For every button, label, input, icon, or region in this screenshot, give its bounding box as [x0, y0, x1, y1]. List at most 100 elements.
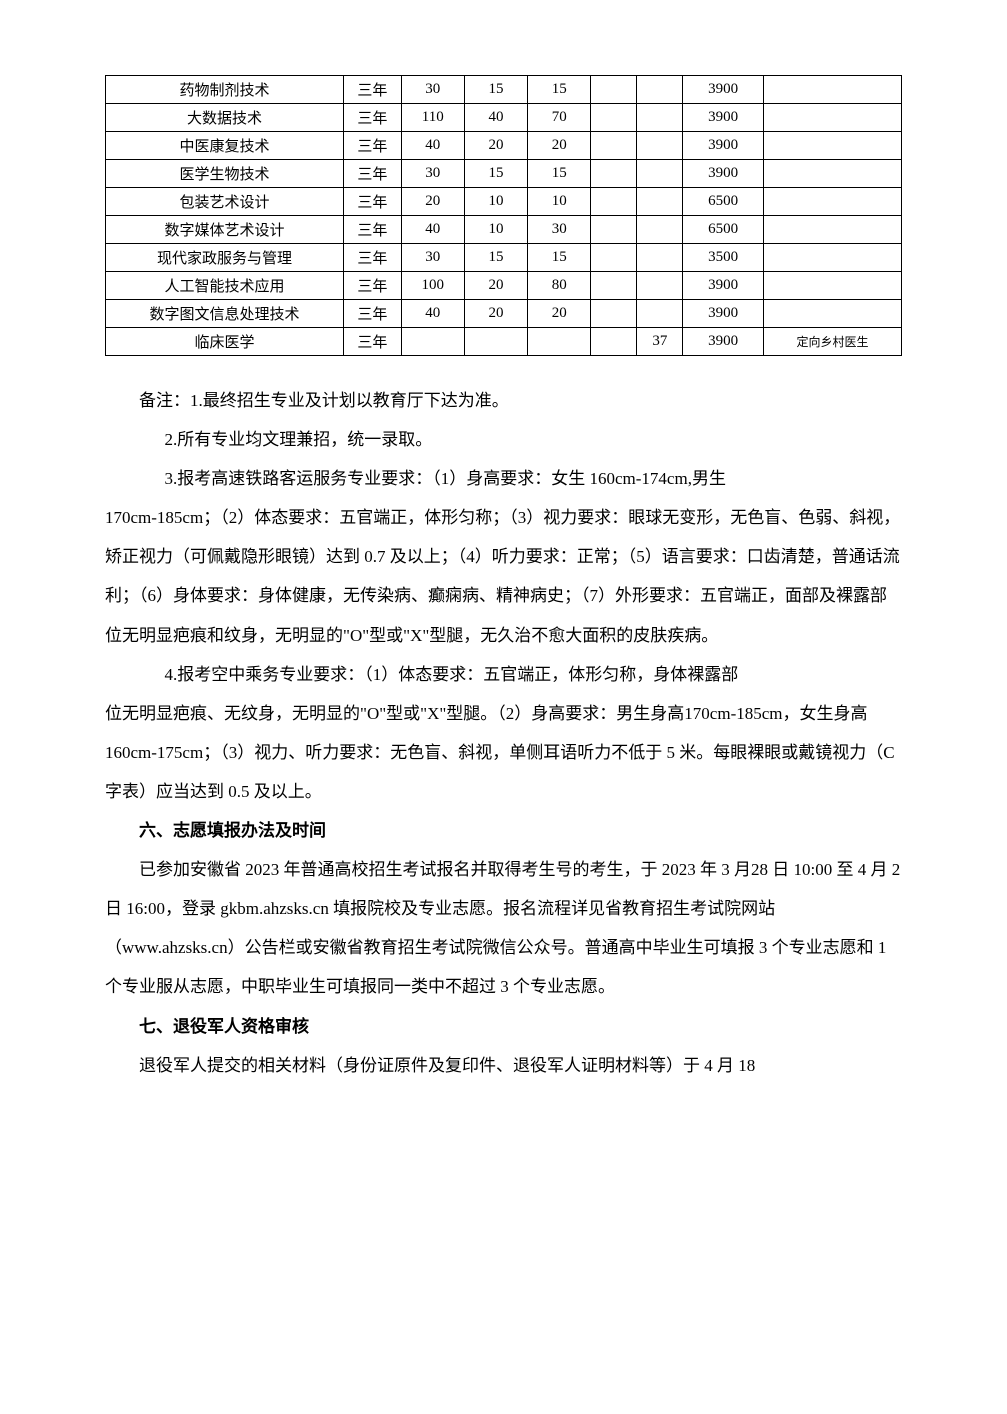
- cell-fee: 3900: [683, 76, 764, 104]
- table-row: 人工智能技术应用三年10020803900: [106, 272, 902, 300]
- cell-n5: [637, 272, 683, 300]
- cell-n3: 80: [528, 272, 591, 300]
- cell-note: [763, 300, 901, 328]
- cell-fee: 6500: [683, 216, 764, 244]
- cell-major: 临床医学: [106, 328, 344, 356]
- cell-n3: 15: [528, 244, 591, 272]
- majors-table-container: 药物制剂技术三年3015153900大数据技术三年11040703900中医康复…: [105, 75, 902, 356]
- section-7-body: 退役军人提交的相关材料（身份证原件及复印件、退役军人证明材料等）于 4 月 18: [105, 1046, 902, 1085]
- cell-n3: 20: [528, 132, 591, 160]
- cell-n2: 15: [464, 160, 527, 188]
- cell-note: [763, 188, 901, 216]
- cell-n3: 30: [528, 216, 591, 244]
- cell-duration: 三年: [344, 132, 402, 160]
- cell-n2: [464, 328, 527, 356]
- cell-n2: 10: [464, 216, 527, 244]
- cell-major: 人工智能技术应用: [106, 272, 344, 300]
- cell-n1: 40: [401, 300, 464, 328]
- cell-major: 中医康复技术: [106, 132, 344, 160]
- table-row: 药物制剂技术三年3015153900: [106, 76, 902, 104]
- cell-n2: 20: [464, 272, 527, 300]
- cell-fee: 3500: [683, 244, 764, 272]
- cell-duration: 三年: [344, 188, 402, 216]
- cell-n1: 30: [401, 244, 464, 272]
- cell-duration: 三年: [344, 76, 402, 104]
- heading-6-text: 六、志愿填报办法及时间: [139, 821, 326, 840]
- body-text-section: 备注：1.最终招生专业及计划以教育厅下达为准。 2.所有专业均文理兼招，统一录取…: [105, 381, 902, 1085]
- cell-n1: 40: [401, 132, 464, 160]
- cell-n3: 70: [528, 104, 591, 132]
- table-row: 数字图文信息处理技术三年4020203900: [106, 300, 902, 328]
- cell-fee: 3900: [683, 272, 764, 300]
- cell-n3: [528, 328, 591, 356]
- cell-n1: 40: [401, 216, 464, 244]
- table-row: 中医康复技术三年4020203900: [106, 132, 902, 160]
- cell-fee: 3900: [683, 160, 764, 188]
- cell-n1: 100: [401, 272, 464, 300]
- cell-duration: 三年: [344, 244, 402, 272]
- cell-n3: 15: [528, 76, 591, 104]
- section-7-heading: 七、退役军人资格审核: [105, 1007, 902, 1046]
- cell-note: [763, 160, 901, 188]
- cell-n4: [591, 328, 637, 356]
- table-row: 现代家政服务与管理三年3015153500: [106, 244, 902, 272]
- cell-n4: [591, 188, 637, 216]
- cell-n5: [637, 76, 683, 104]
- section-6-body: 已参加安徽省 2023 年普通高校招生考试报名并取得考生号的考生，于 2023 …: [105, 850, 902, 1006]
- note-4-line2: 位无明显疤痕、无纹身，无明显的"O"型或"X"型腿。（2）身高要求：男生身高17…: [105, 694, 902, 811]
- cell-n4: [591, 244, 637, 272]
- cell-note: 定向乡村医生: [763, 328, 901, 356]
- cell-major: 药物制剂技术: [106, 76, 344, 104]
- table-row: 包装艺术设计三年2010106500: [106, 188, 902, 216]
- majors-table: 药物制剂技术三年3015153900大数据技术三年11040703900中医康复…: [105, 75, 902, 356]
- cell-duration: 三年: [344, 216, 402, 244]
- cell-major: 医学生物技术: [106, 160, 344, 188]
- cell-duration: 三年: [344, 300, 402, 328]
- cell-note: [763, 244, 901, 272]
- note-3-line2: 170cm-185cm；（2）体态要求：五官端正，体形匀称；（3）视力要求：眼球…: [105, 498, 902, 654]
- cell-n4: [591, 104, 637, 132]
- cell-n1: [401, 328, 464, 356]
- cell-fee: 6500: [683, 188, 764, 216]
- table-row: 临床医学三年373900定向乡村医生: [106, 328, 902, 356]
- cell-n5: [637, 160, 683, 188]
- cell-duration: 三年: [344, 160, 402, 188]
- cell-n5: [637, 104, 683, 132]
- cell-n1: 20: [401, 188, 464, 216]
- cell-fee: 3900: [683, 328, 764, 356]
- cell-n4: [591, 272, 637, 300]
- cell-duration: 三年: [344, 104, 402, 132]
- cell-fee: 3900: [683, 104, 764, 132]
- table-row: 医学生物技术三年3015153900: [106, 160, 902, 188]
- section-6-heading: 六、志愿填报办法及时间: [105, 811, 902, 850]
- cell-n2: 20: [464, 300, 527, 328]
- cell-major: 数字图文信息处理技术: [106, 300, 344, 328]
- cell-major: 现代家政服务与管理: [106, 244, 344, 272]
- cell-n4: [591, 132, 637, 160]
- cell-n1: 110: [401, 104, 464, 132]
- cell-n1: 30: [401, 160, 464, 188]
- note-3-line1: 3.报考高速铁路客运服务专业要求：（1）身高要求：女生 160cm-174cm,…: [105, 459, 902, 498]
- note-intro: 备注：1.最终招生专业及计划以教育厅下达为准。: [105, 381, 902, 420]
- cell-n2: 20: [464, 132, 527, 160]
- cell-note: [763, 132, 901, 160]
- heading-7-text: 七、退役军人资格审核: [139, 1017, 309, 1036]
- cell-note: [763, 272, 901, 300]
- cell-duration: 三年: [344, 328, 402, 356]
- cell-n1: 30: [401, 76, 464, 104]
- table-row: 大数据技术三年11040703900: [106, 104, 902, 132]
- cell-n2: 15: [464, 76, 527, 104]
- cell-note: [763, 76, 901, 104]
- cell-n5: [637, 132, 683, 160]
- cell-fee: 3900: [683, 132, 764, 160]
- cell-major: 大数据技术: [106, 104, 344, 132]
- cell-n4: [591, 300, 637, 328]
- cell-n4: [591, 160, 637, 188]
- cell-n4: [591, 216, 637, 244]
- cell-note: [763, 216, 901, 244]
- note-2: 2.所有专业均文理兼招，统一录取。: [105, 420, 902, 459]
- cell-fee: 3900: [683, 300, 764, 328]
- cell-n3: 20: [528, 300, 591, 328]
- table-row: 数字媒体艺术设计三年4010306500: [106, 216, 902, 244]
- cell-major: 包装艺术设计: [106, 188, 344, 216]
